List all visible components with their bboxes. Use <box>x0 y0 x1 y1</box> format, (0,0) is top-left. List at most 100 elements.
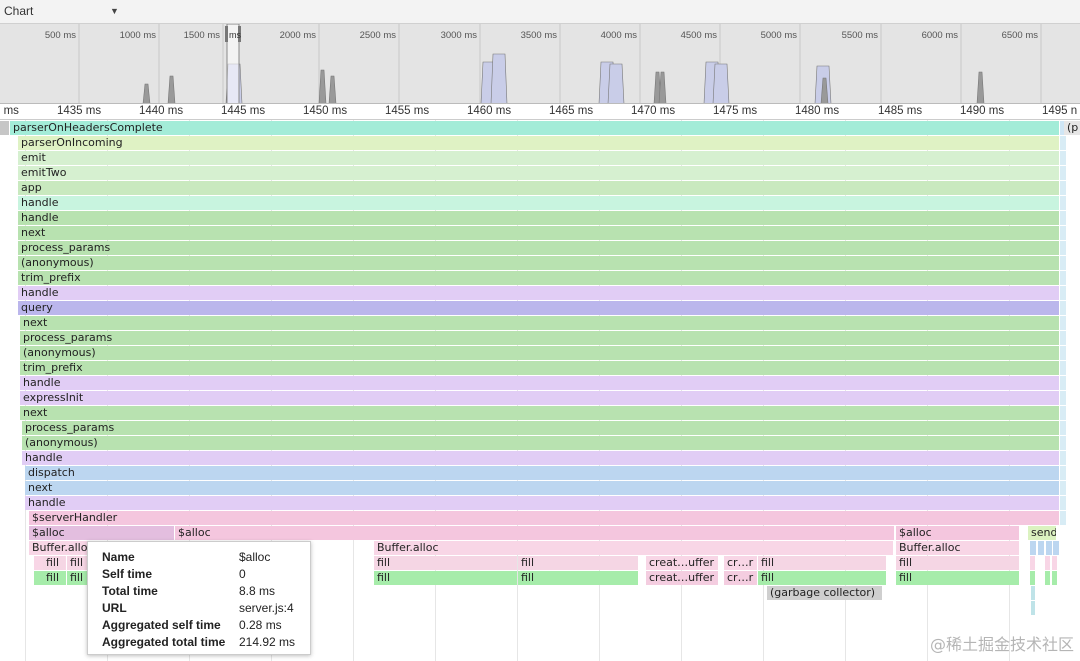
selection-left-handle[interactable] <box>225 26 228 42</box>
flame-entry-sliver[interactable] <box>1060 286 1066 300</box>
flame-entry-sliver[interactable] <box>1060 136 1066 150</box>
flame-entry-fill[interactable]: fill <box>374 571 517 585</box>
flame-entry-next[interactable]: next <box>25 481 1059 495</box>
flame-entry-sliver[interactable] <box>1060 466 1066 480</box>
flame-entry-sliver[interactable] <box>1060 406 1066 420</box>
flame-entry-sliver[interactable] <box>1060 196 1066 210</box>
flame-entry-fill[interactable]: fill <box>896 556 1019 570</box>
flame-entry-handle[interactable]: handle <box>20 376 1059 390</box>
timeline-overview[interactable]: 500 ms 1000 ms 1500 ms 2000 ms 2500 ms 3000 m… <box>0 24 1080 104</box>
flame-entry-sliver[interactable] <box>1052 571 1057 585</box>
flame-entry-parser-on-incoming[interactable]: parserOnIncoming <box>18 136 1059 150</box>
flame-entry-sliver[interactable] <box>1045 571 1050 585</box>
flame-entry-process-params[interactable]: process_params <box>18 241 1059 255</box>
flame-entry-next[interactable]: next <box>20 316 1059 330</box>
flame-entry-fill[interactable]: fill <box>896 571 1019 585</box>
flame-entry-sliver[interactable] <box>1046 541 1052 555</box>
flame-entry-fill[interactable]: fill <box>758 556 886 570</box>
flame-entry-express-init[interactable]: expressInit <box>20 391 1059 405</box>
flame-entry-handle[interactable]: handle <box>25 496 1059 510</box>
flame-chart[interactable]: parserOnHeadersComplete parserOnIncoming e… <box>0 120 1080 661</box>
flame-entry-process-params[interactable]: process_params <box>20 331 1059 345</box>
flame-entry-truncated[interactable]: (p <box>1064 121 1080 135</box>
flame-entry-send[interactable]: send <box>1028 526 1056 540</box>
flame-entry-garbage-collector[interactable]: (garbage collector) <box>767 586 882 600</box>
flame-entry-buffer-alloc[interactable]: Buffer.alloc <box>374 541 893 555</box>
flame-entry-sliver[interactable] <box>1060 436 1066 450</box>
flame-entry-sliver[interactable] <box>1045 556 1050 570</box>
flame-entry-fill[interactable]: fill <box>518 571 638 585</box>
selection-label: ms <box>229 30 241 40</box>
flame-entry-handle[interactable]: handle <box>18 286 1059 300</box>
flame-entry-fill[interactable]: fill <box>758 571 886 585</box>
flame-entry-handle[interactable]: handle <box>22 451 1059 465</box>
flame-entry-fill[interactable]: fill <box>67 556 87 570</box>
flame-entry-sliver[interactable] <box>1060 316 1066 330</box>
flame-entry-sliver[interactable] <box>1030 571 1035 585</box>
flame-entry-emit[interactable]: emit <box>18 151 1059 165</box>
flame-entry-sliver[interactable] <box>1060 151 1066 165</box>
flame-entry-next[interactable]: next <box>18 226 1059 240</box>
flame-entry-sliver[interactable] <box>1060 256 1066 270</box>
flame-entry-sliver[interactable] <box>1060 241 1066 255</box>
flame-entry-emit-two[interactable]: emitTwo <box>18 166 1059 180</box>
flame-entry-next[interactable]: next <box>20 406 1059 420</box>
flame-entry-sliver[interactable] <box>1060 391 1066 405</box>
overview-selection[interactable]: ms <box>225 24 241 104</box>
flame-entry-handle[interactable]: handle <box>18 211 1059 225</box>
flame-entry-sliver[interactable] <box>1060 211 1066 225</box>
flame-entry-create-buffer[interactable]: cr…r <box>724 556 757 570</box>
flame-entry-idle[interactable] <box>0 121 9 135</box>
flame-entry-fill[interactable]: fill <box>374 556 517 570</box>
flame-entry-sliver[interactable] <box>1060 421 1066 435</box>
flame-entry-sliver[interactable] <box>1060 451 1066 465</box>
flame-entry-trim-prefix[interactable]: trim_prefix <box>18 271 1059 285</box>
flame-entry-sliver[interactable] <box>1060 481 1066 495</box>
flame-entry-alloc[interactable]: $alloc <box>29 526 174 540</box>
flame-entry-sliver[interactable] <box>1060 346 1066 360</box>
flame-entry-app[interactable]: app <box>18 181 1059 195</box>
flame-entry-sliver[interactable] <box>1060 301 1066 315</box>
flame-entry-server-handler[interactable]: $serverHandler <box>29 511 1059 525</box>
flame-entry-sliver[interactable] <box>1060 166 1066 180</box>
flame-entry-fill[interactable]: fill <box>518 556 638 570</box>
overview-activity-spike <box>607 63 625 103</box>
flame-entry-anonymous[interactable]: (anonymous) <box>22 436 1059 450</box>
selection-right-handle[interactable] <box>238 26 241 42</box>
flame-entry-sliver[interactable] <box>1060 496 1066 510</box>
flame-entry-sliver[interactable] <box>1060 181 1066 195</box>
flame-entry-sliver[interactable] <box>1052 556 1057 570</box>
flame-entry-sliver[interactable] <box>1038 541 1044 555</box>
flame-entry-sliver[interactable] <box>1030 556 1035 570</box>
flame-entry-alloc[interactable]: $alloc <box>896 526 1019 540</box>
flame-entry-sliver[interactable] <box>1060 226 1066 240</box>
flame-entry-sliver[interactable] <box>1031 601 1035 615</box>
flame-entry-buffer-alloc[interactable]: Buffer.alloc <box>896 541 1019 555</box>
flame-entry-sliver[interactable] <box>1053 541 1059 555</box>
flame-entry-query[interactable]: query <box>18 301 1059 315</box>
flame-entry-sliver[interactable] <box>1060 271 1066 285</box>
flame-entry-dispatch[interactable]: dispatch <box>25 466 1059 480</box>
view-mode-select[interactable]: Chart ▼ <box>4 3 120 20</box>
flame-entry-fill[interactable]: fill <box>43 571 65 585</box>
flame-entry-sliver[interactable] <box>1031 586 1035 600</box>
flame-entry-handle[interactable]: handle <box>18 196 1059 210</box>
flame-entry-sliver[interactable] <box>1060 121 1066 135</box>
flame-entry-sliver[interactable] <box>1060 331 1066 345</box>
flame-entry-anonymous[interactable]: (anonymous) <box>18 256 1059 270</box>
flame-entry-sliver[interactable] <box>1030 541 1036 555</box>
flame-entry-sliver[interactable] <box>1060 376 1066 390</box>
flame-entry-process-params[interactable]: process_params <box>22 421 1059 435</box>
flame-entry-create-buffer[interactable]: creat…uffer <box>646 571 718 585</box>
flame-entry-anonymous[interactable]: (anonymous) <box>20 346 1059 360</box>
overview-activity-spike <box>976 71 985 103</box>
flame-entry-fill[interactable]: fill <box>67 571 87 585</box>
flame-entry-create-buffer[interactable]: cr…r <box>724 571 757 585</box>
flame-entry-trim-prefix[interactable]: trim_prefix <box>20 361 1059 375</box>
flame-entry-parser-on-headers-complete[interactable]: parserOnHeadersComplete <box>10 121 1059 135</box>
flame-entry-alloc[interactable]: $alloc <box>175 526 894 540</box>
flame-entry-sliver[interactable] <box>1060 361 1066 375</box>
flame-entry-fill[interactable]: fill <box>43 556 65 570</box>
flame-entry-create-buffer[interactable]: creat…uffer <box>646 556 718 570</box>
flame-entry-sliver[interactable] <box>1060 511 1066 525</box>
